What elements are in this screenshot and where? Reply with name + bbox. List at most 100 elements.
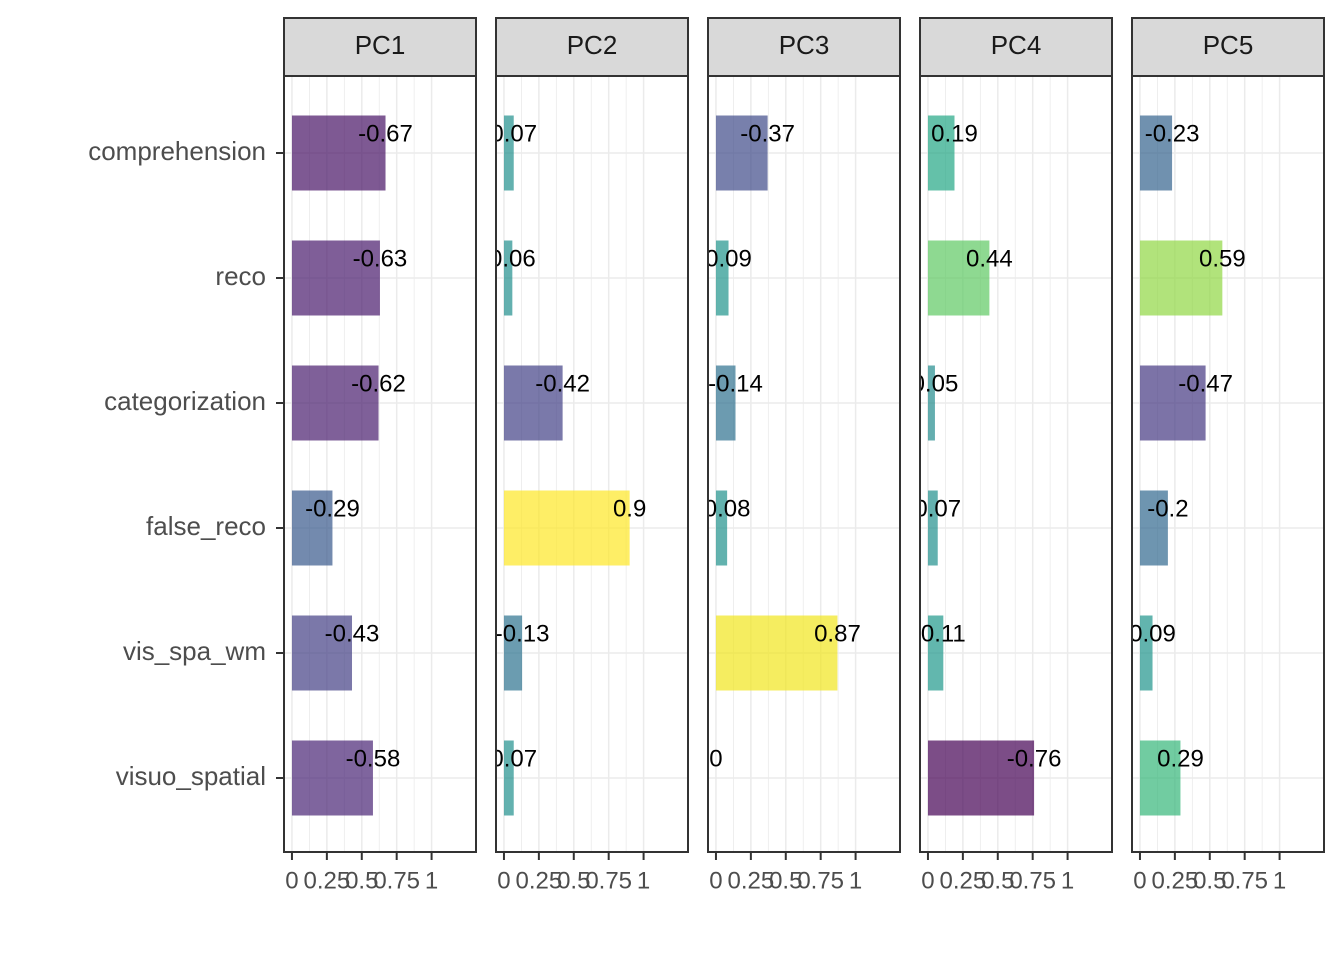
value-label: 0.07 bbox=[490, 745, 537, 772]
bar bbox=[1139, 240, 1223, 316]
x-tick-label: 1 bbox=[1061, 867, 1074, 894]
value-label: -0.29 bbox=[305, 495, 360, 522]
bar bbox=[715, 615, 838, 691]
bar bbox=[503, 365, 563, 441]
bar bbox=[503, 115, 514, 191]
bar bbox=[927, 490, 938, 566]
bar bbox=[503, 615, 523, 691]
value-label: 0 bbox=[709, 745, 722, 772]
panel-background bbox=[284, 76, 476, 852]
bar bbox=[503, 240, 513, 316]
x-tick-label: 1 bbox=[425, 867, 438, 894]
bar bbox=[291, 740, 373, 816]
value-label: -0.43 bbox=[325, 620, 380, 647]
bar bbox=[1139, 740, 1181, 816]
value-label: 0.11 bbox=[921, 620, 966, 647]
strip bbox=[707, 17, 901, 77]
strip bbox=[1131, 17, 1325, 77]
strip-title: PC3 bbox=[779, 30, 830, 60]
bar bbox=[291, 490, 333, 566]
bar bbox=[715, 115, 768, 191]
y-tick-label: reco bbox=[215, 261, 266, 291]
value-label: 0.08 bbox=[704, 495, 751, 522]
strip-title: PC5 bbox=[1203, 30, 1254, 60]
value-label: -0.67 bbox=[358, 120, 413, 147]
y-tick-label: categorization bbox=[104, 386, 266, 416]
bars: -0.67 -0.63 -0.62 -0.29 -0.43 -0.58 bbox=[291, 115, 413, 816]
value-label: 0.07 bbox=[490, 120, 537, 147]
bar bbox=[927, 740, 1035, 816]
x-tick-label: 0.5 bbox=[769, 867, 802, 894]
strip bbox=[495, 17, 689, 77]
strip bbox=[283, 17, 477, 77]
value-label: -0.14 bbox=[708, 370, 763, 397]
x-tick-label: 0 bbox=[497, 867, 510, 894]
x-tick-label: 0.75 bbox=[797, 867, 844, 894]
x-tick-label: 0.75 bbox=[585, 867, 632, 894]
panel-background bbox=[1132, 76, 1324, 852]
y-tick-label: visuo_spatial bbox=[116, 761, 266, 791]
bar bbox=[291, 240, 380, 316]
value-label: 0.06 bbox=[489, 245, 536, 272]
strip-title: PC1 bbox=[355, 30, 406, 60]
panel-background bbox=[920, 76, 1112, 852]
bars: -0.37 0.09 -0.14 0.08 0.87 0 bbox=[704, 115, 861, 772]
x-tick-label: 0.75 bbox=[1009, 867, 1056, 894]
value-label: 0.19 bbox=[931, 120, 978, 147]
value-label: -0.63 bbox=[353, 245, 408, 272]
bar bbox=[715, 490, 728, 566]
value-label: -0.13 bbox=[495, 620, 550, 647]
bar bbox=[291, 365, 379, 441]
value-label: -0.58 bbox=[346, 745, 401, 772]
bars: 0.07 0.06 -0.42 0.9 -0.13 0.07 bbox=[489, 115, 646, 816]
value-label: 0.44 bbox=[966, 245, 1013, 272]
x-tick-label: 0.75 bbox=[1221, 867, 1268, 894]
y-tick-label: false_reco bbox=[146, 511, 266, 541]
bar bbox=[715, 365, 736, 441]
bar bbox=[927, 365, 935, 441]
bar bbox=[291, 615, 353, 691]
x-tick-label: 0.5 bbox=[981, 867, 1014, 894]
bar bbox=[1139, 365, 1206, 441]
bar bbox=[503, 490, 630, 566]
value-label: -0.2 bbox=[1147, 495, 1188, 522]
value-label: 0.59 bbox=[1199, 245, 1246, 272]
panel-background bbox=[708, 76, 900, 852]
x-tick-label: 0.75 bbox=[373, 867, 420, 894]
strip-title: PC4 bbox=[991, 30, 1042, 60]
strip-title: PC2 bbox=[567, 30, 618, 60]
bars: 0.19 0.44 0.05 0.07 0.11 -0.76 bbox=[914, 115, 1062, 816]
y-tick-label: comprehension bbox=[88, 136, 266, 166]
bar bbox=[291, 115, 386, 191]
value-label: 0.09 bbox=[1129, 620, 1176, 647]
x-tick-label: 0.25 bbox=[1152, 867, 1199, 894]
bars: -0.23 0.59 -0.47 -0.2 0.09 0.29 bbox=[1129, 115, 1246, 816]
value-label: 0.09 bbox=[705, 245, 752, 272]
x-tick-label: 0.5 bbox=[1193, 867, 1226, 894]
value-label: 0.07 bbox=[914, 495, 961, 522]
value-label: -0.23 bbox=[1145, 120, 1200, 147]
bar bbox=[927, 240, 990, 316]
facet-panel: -0.23 0.59 -0.47 -0.2 0.09 0.29 PC5 0 0.250.50.7… bbox=[1129, 17, 1325, 894]
bar bbox=[715, 240, 729, 316]
value-label: 0.9 bbox=[613, 495, 646, 522]
bar bbox=[1139, 615, 1153, 691]
facet-panel: 0.19 0.44 0.05 0.07 0.11 -0.76 PC4 0 0.250.50.75… bbox=[914, 17, 1113, 894]
value-label: 0.87 bbox=[814, 620, 861, 647]
value-label: -0.76 bbox=[1007, 745, 1062, 772]
bar bbox=[927, 115, 955, 191]
panel-background bbox=[496, 76, 688, 852]
x-tick-label: 0 bbox=[709, 867, 722, 894]
value-label: -0.37 bbox=[740, 120, 795, 147]
x-tick-label: 0 bbox=[285, 867, 298, 894]
x-tick-label: 0.25 bbox=[728, 867, 775, 894]
strip bbox=[919, 17, 1113, 77]
x-tick-label: 0.25 bbox=[516, 867, 563, 894]
x-tick-label: 0.25 bbox=[940, 867, 987, 894]
bar bbox=[1139, 490, 1168, 566]
x-tick-label: 0 bbox=[921, 867, 934, 894]
